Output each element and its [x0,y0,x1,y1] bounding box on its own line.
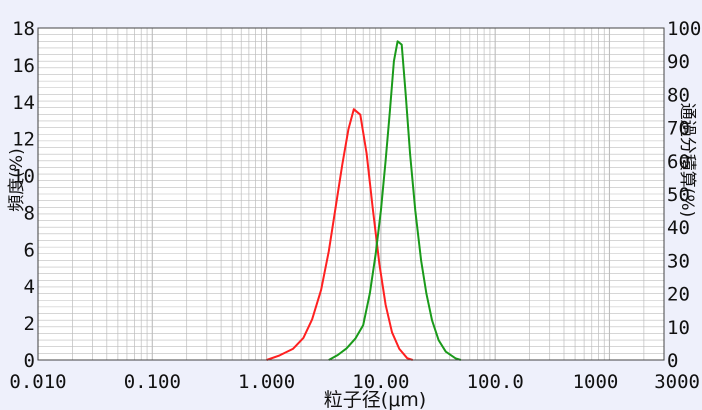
x-axis-label: 粒子径(μm) [324,389,426,410]
y-tick-label-left: 18 [12,18,35,40]
y-tick-label-left: 14 [12,92,35,114]
y-tick-label-left: 10 [12,166,35,188]
x-tick-label: 1.000 [238,371,295,393]
y-tick-label-right: 80 [667,84,690,106]
y-tick-label-right: 90 [667,51,690,73]
y-axis-label-right: 通過分積算(%) [677,103,697,217]
series-lines [266,40,462,361]
y-tick-label-right: 0 [667,350,678,372]
y-tick-label-right: 20 [667,284,690,306]
y-tick-label-left: 2 [24,313,35,335]
plot-frame [37,27,665,361]
y-tick-label-left: 16 [12,55,35,77]
frequency-line [266,108,414,361]
y-tick-label-right: 70 [667,118,690,140]
y-tick-label-left: 4 [24,276,35,298]
x-axis-ticks: 0.010 0.100 1.000 10.00 100.0 1000 3000 [9,371,700,393]
y-tick-label-left: 8 [24,202,35,224]
left-axis-ticks: 0 2 4 6 8 10 12 14 16 18 [12,18,35,372]
y-axis-label-left: 頻度(%) [7,148,27,211]
x-tick-label: 100.0 [467,371,524,393]
x-tick-label: 1000 [573,371,619,393]
y-tick-label-right: 30 [667,250,690,272]
y-tick-label-right: 60 [667,151,690,173]
right-axis-ticks: 0 10 20 30 40 50 60 70 80 90 100 [667,18,701,372]
grid [37,27,665,361]
x-tick-label: 0.100 [124,371,181,393]
x-tick-label: 0.010 [9,371,66,393]
y-tick-label-right: 50 [667,184,690,206]
y-tick-label-right: 10 [667,317,690,339]
x-tick-label: 10.00 [352,371,409,393]
cumulative-line [328,40,462,361]
y-tick-label-left: 12 [12,129,35,151]
y-tick-label-left: 6 [24,239,35,261]
y-tick-label-right: 100 [667,18,701,40]
y-tick-label-left: 0 [24,350,35,372]
x-tick-label: 3000 [654,371,700,393]
y-tick-label-right: 40 [667,217,690,239]
